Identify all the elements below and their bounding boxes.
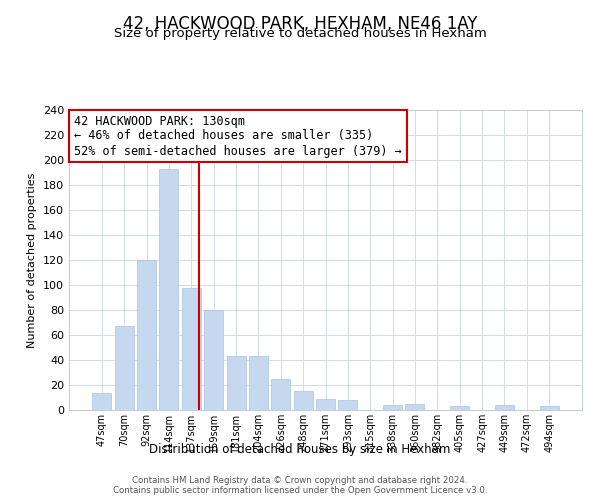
Bar (338, 400, 358, 410)
Bar (271, 379, 290, 410)
Bar (92, 392, 112, 410)
Text: Contains HM Land Registry data © Crown copyright and database right 2024.
Contai: Contains HM Land Registry data © Crown c… (113, 476, 487, 495)
Bar (316, 399, 335, 410)
Bar (204, 310, 223, 410)
Y-axis label: Number of detached properties: Number of detached properties (28, 172, 37, 348)
Bar (160, 169, 178, 410)
Text: Size of property relative to detached houses in Hexham: Size of property relative to detached ho… (113, 28, 487, 40)
Bar (115, 326, 134, 410)
Bar (383, 405, 402, 410)
Bar (293, 391, 313, 410)
Bar (450, 406, 469, 410)
Bar (182, 288, 201, 410)
Text: 42 HACKWOOD PARK: 130sqm
← 46% of detached houses are smaller (335)
52% of semi-: 42 HACKWOOD PARK: 130sqm ← 46% of detach… (74, 114, 402, 158)
Bar (227, 356, 245, 410)
Bar (495, 405, 514, 410)
Text: 42, HACKWOOD PARK, HEXHAM, NE46 1AY: 42, HACKWOOD PARK, HEXHAM, NE46 1AY (123, 15, 477, 33)
Bar (406, 404, 424, 410)
Bar (539, 406, 559, 410)
Bar (249, 356, 268, 410)
Bar (137, 260, 156, 410)
Text: Distribution of detached houses by size in Hexham: Distribution of detached houses by size … (149, 442, 451, 456)
